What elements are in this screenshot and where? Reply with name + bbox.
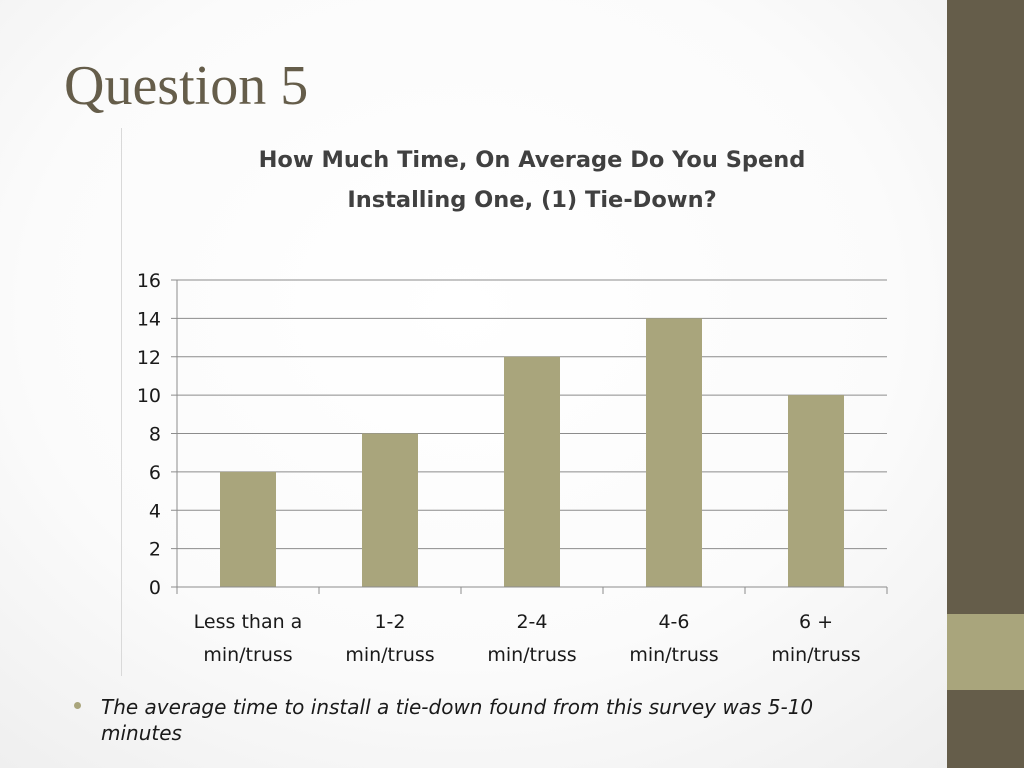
x-category-label: min/truss — [203, 644, 292, 666]
bar — [362, 433, 418, 587]
bar — [504, 356, 560, 587]
x-category-label: 2-4 — [516, 611, 547, 633]
y-tick-label: 14 — [137, 308, 161, 330]
x-category-label: min/truss — [487, 644, 576, 666]
sidebar-accent-block — [947, 614, 1024, 690]
chart-title-line: Installing One, (1) Tie-Down? — [347, 187, 716, 213]
x-category-label: min/truss — [345, 644, 434, 666]
y-tick-label: 8 — [149, 424, 161, 446]
y-tick-label: 6 — [149, 462, 161, 484]
bullet-dot-icon — [74, 702, 81, 709]
y-tick-label: 2 — [149, 539, 161, 561]
x-category-label: min/truss — [629, 644, 718, 666]
bullet-item: The average time to install a tie-down f… — [74, 694, 874, 746]
y-tick-label: 10 — [137, 385, 161, 407]
y-tick-label: 0 — [149, 577, 161, 599]
bullet-text: The average time to install a tie-down f… — [101, 695, 814, 745]
bar — [788, 395, 844, 587]
y-tick-label: 12 — [137, 347, 161, 369]
x-category-label: Less than a — [194, 611, 303, 633]
x-category-label: 6 + — [799, 611, 833, 633]
chart-divider-line — [121, 128, 122, 676]
bar — [646, 318, 702, 587]
chart-title-line: How Much Time, On Average Do You Spend — [259, 147, 806, 173]
bar — [220, 471, 276, 587]
y-tick-label: 4 — [149, 500, 161, 522]
x-category-label: min/truss — [771, 644, 860, 666]
x-category-label: 4-6 — [658, 611, 689, 633]
x-category-label: 1-2 — [374, 611, 405, 633]
y-tick-label: 16 — [137, 270, 161, 292]
bar-chart: How Much Time, On Average Do You Spend In… — [137, 147, 888, 666]
slide-title: Question 5 — [64, 55, 309, 117]
